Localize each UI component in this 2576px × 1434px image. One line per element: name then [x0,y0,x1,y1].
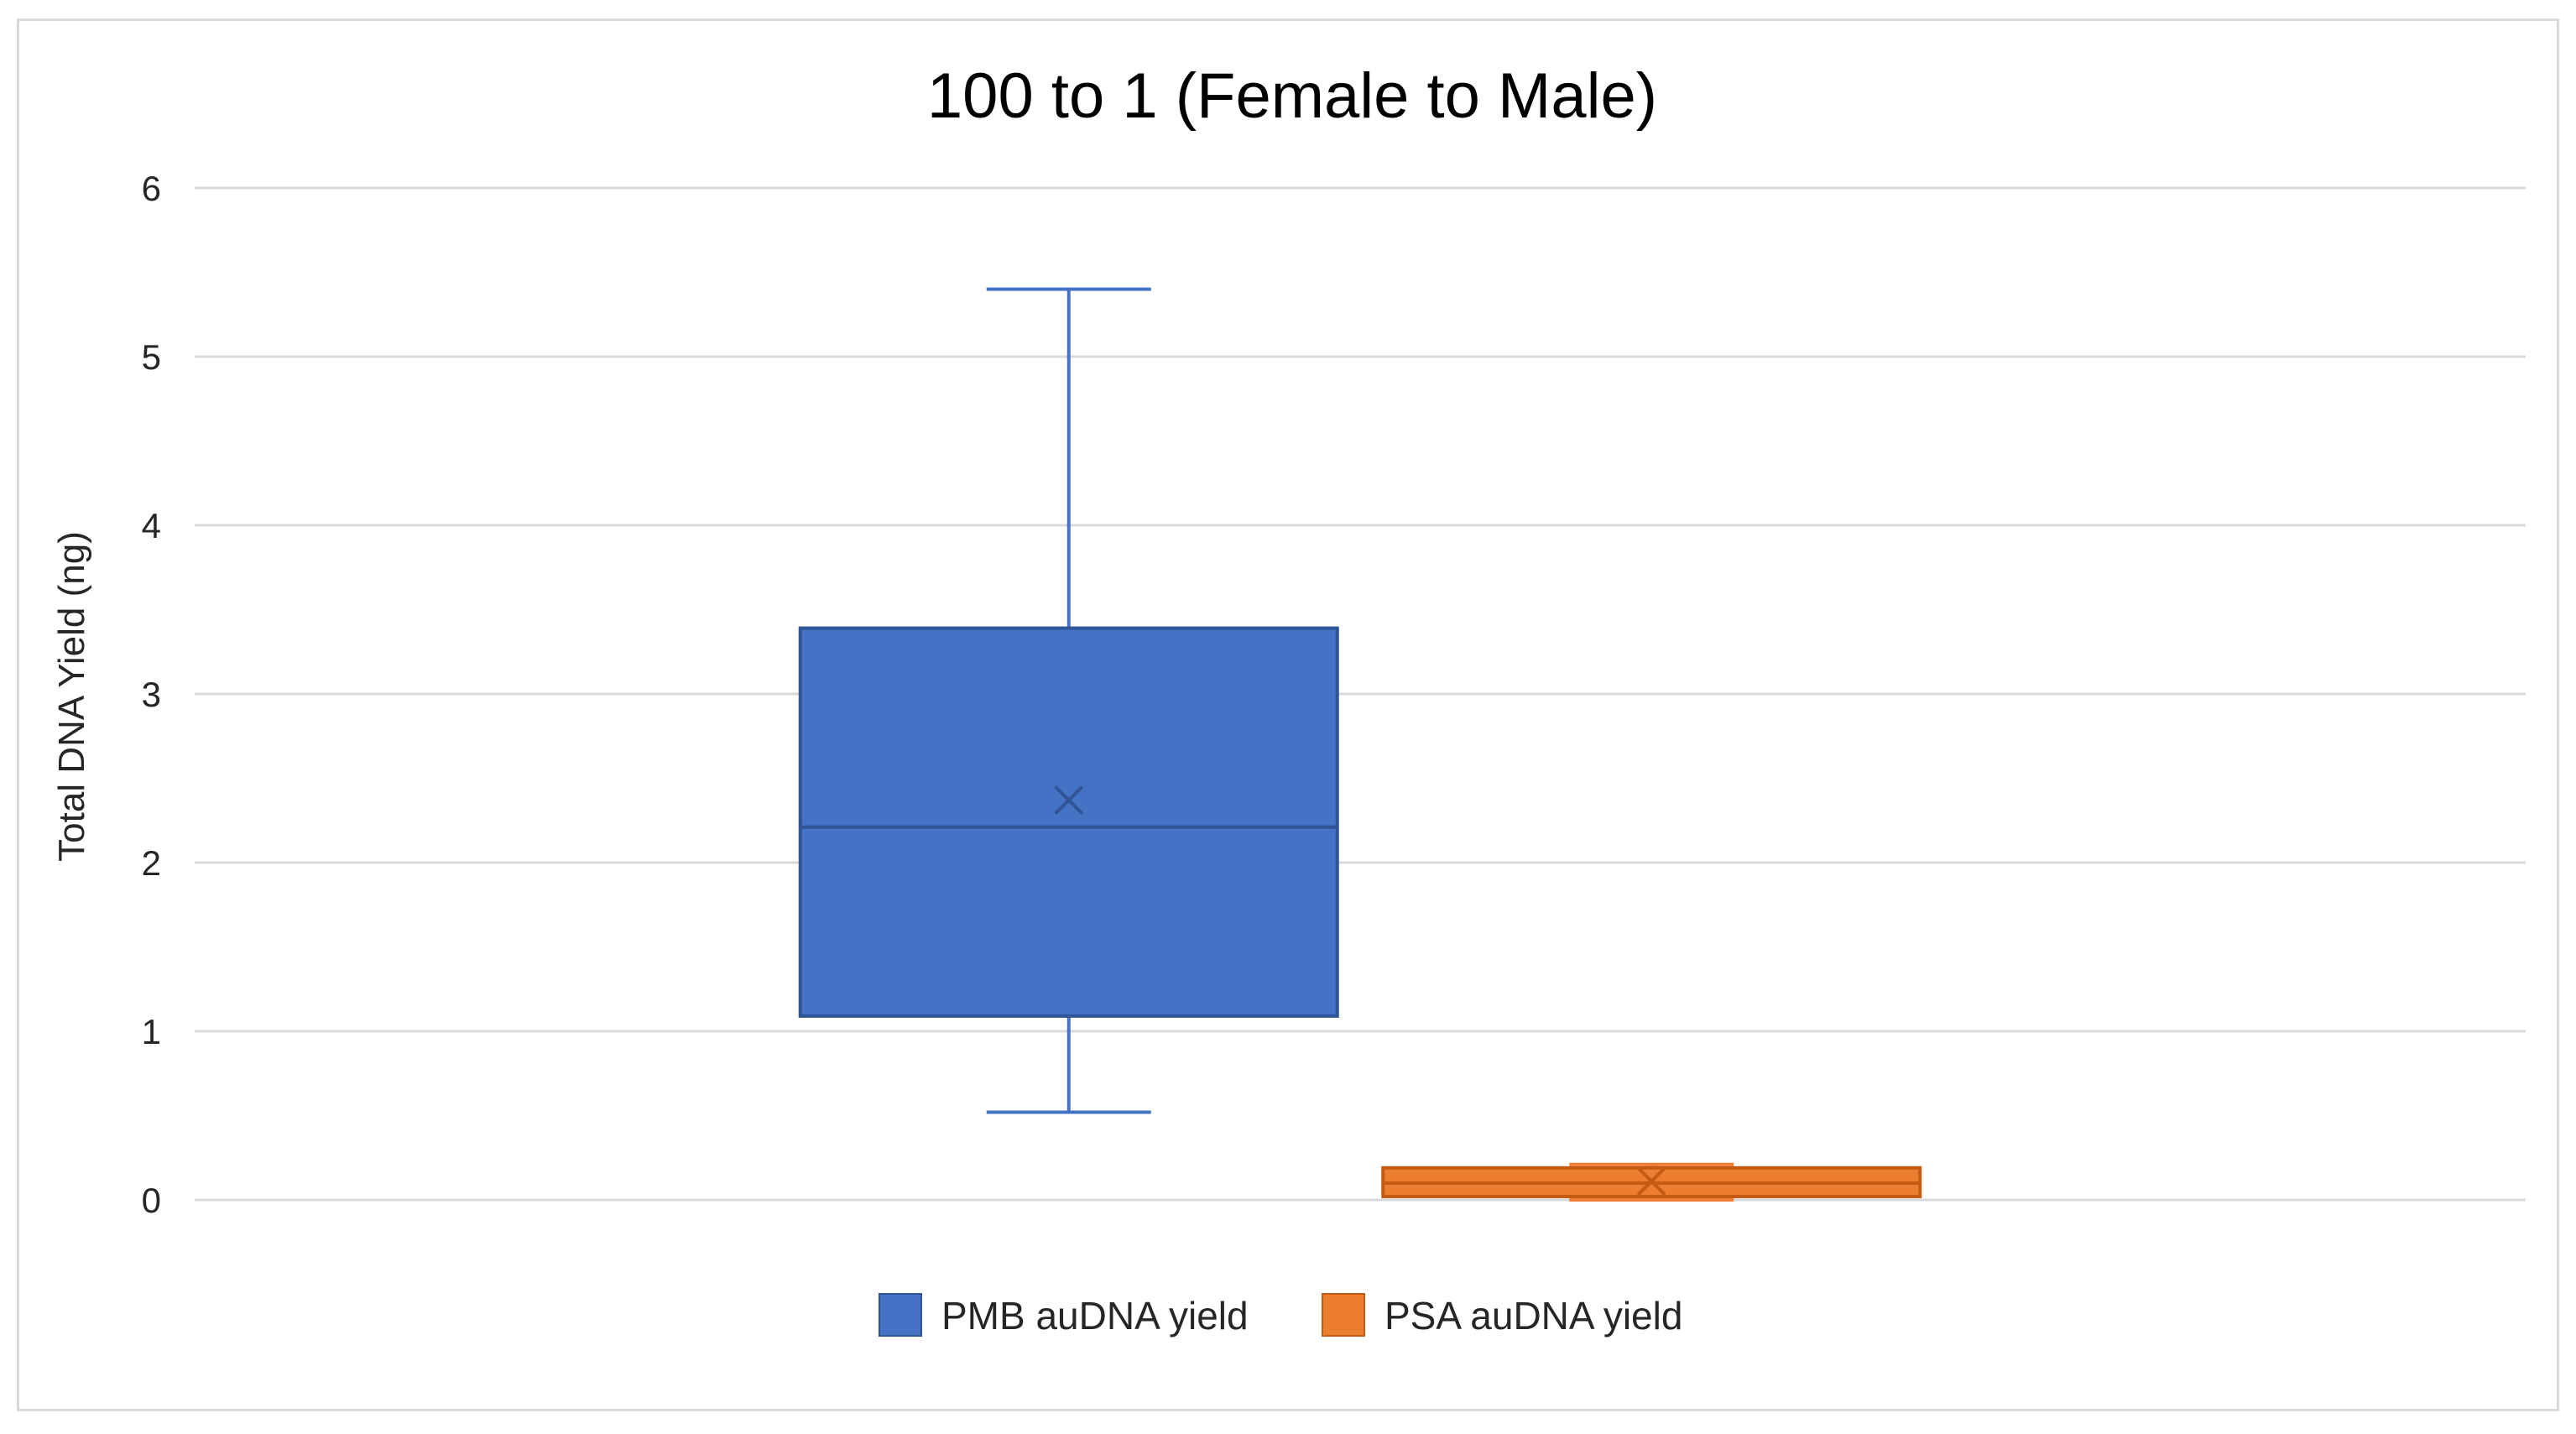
y-tick-label: 3 [142,675,161,714]
y-tick-label: 4 [142,506,161,545]
gridlines [195,186,2526,1202]
y-tick-label: 5 [142,337,161,377]
mean-marker [1636,1166,1666,1197]
y-tick-label: 6 [142,169,161,208]
legend-label: PSA auDNA yield [1384,1294,1682,1338]
legend-label: PMB auDNA yield [941,1294,1249,1338]
box-series [798,287,1922,1202]
legend-swatch [1322,1293,1365,1337]
chart-title: 100 to 1 (Female to Male) [927,60,1657,132]
y-tick-label: 1 [142,1012,161,1051]
y-axis-label: Total DNA Yield (ng) [51,531,92,862]
y-tick-label: 2 [142,843,161,883]
box-1 [798,287,1339,1114]
legend: PMB auDNA yield PSA auDNA yield [879,1293,1682,1338]
legend-swatch [879,1293,922,1337]
y-tick-label: 0 [142,1181,161,1220]
mean-marker [1054,785,1084,816]
y-tick-labels: 0 1 2 3 4 5 6 [142,169,161,1220]
box-body [798,626,1339,1018]
box-2 [1381,1162,1922,1202]
